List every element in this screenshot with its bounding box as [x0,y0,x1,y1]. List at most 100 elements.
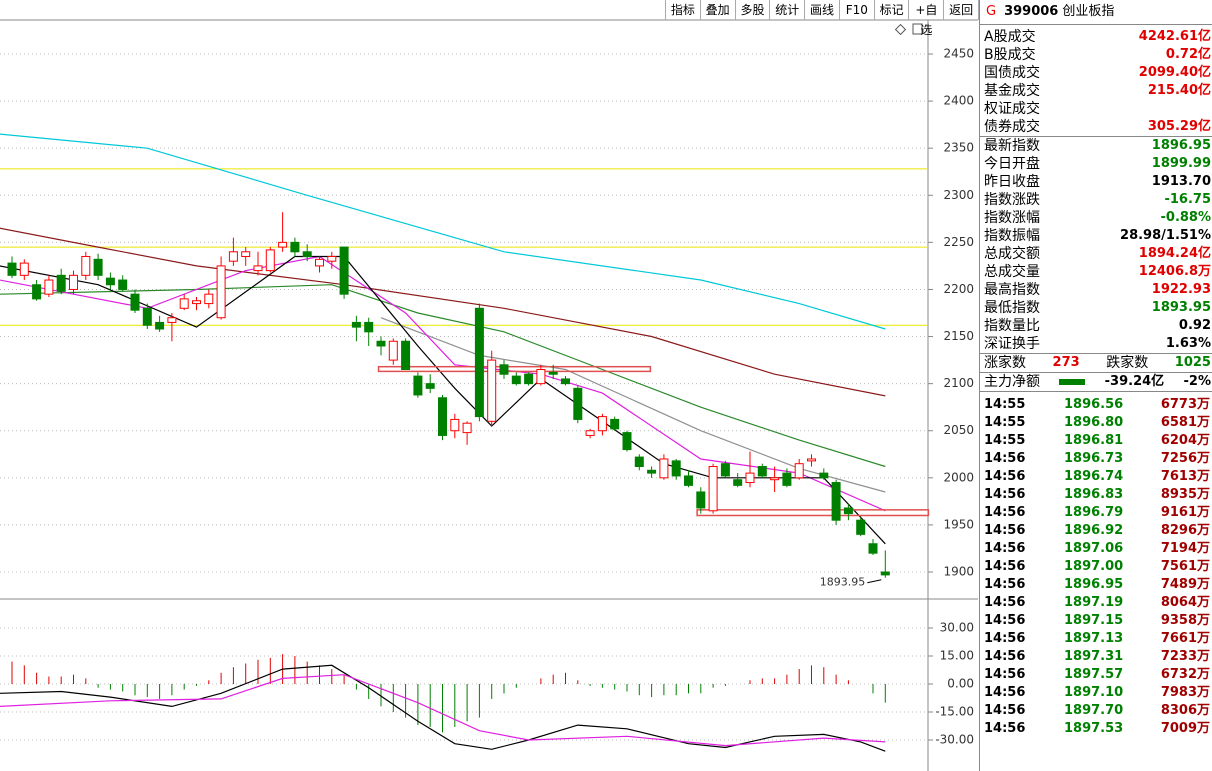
candle-body [105,277,115,286]
candle-body [142,307,152,326]
info-value: 1893.95 [1151,300,1211,315]
toolbar-button[interactable]: 返回 [944,0,980,20]
info-label: 总成交量 [984,264,1040,280]
moving-average [0,133,886,330]
tick-time: 14:56 [984,649,1026,664]
candle-body [179,298,189,309]
tick-time: 14:56 [984,559,1026,574]
info-value: 1913.70 [1151,174,1211,189]
tick-price: 1896.73 [1064,451,1124,466]
tick-row: 14:55 1896.80 6581万 [980,414,1212,432]
info-value: 0.92 [1178,318,1211,333]
y-tick-label: 2400 [943,94,974,108]
info-label: 指数涨跌 [984,192,1040,208]
tick-volume: 7256万 [1160,451,1210,466]
tick-volume: 7613万 [1160,469,1210,484]
tick-time: 14:56 [984,703,1026,718]
candle-body [487,359,497,422]
candle-body [499,364,509,375]
flag: G [986,4,997,19]
tick-time: 14:56 [984,595,1026,610]
toolbar-button[interactable]: 叠加 [701,0,736,20]
down-label: 跌家数 [1106,355,1149,371]
candle-body [19,262,29,276]
toolbar-button[interactable]: 统计 [770,0,806,20]
candle-body [868,543,878,554]
candle-body [241,251,251,257]
tick-row: 14:55 1896.56 6773万 [980,396,1212,414]
toolbar-button[interactable]: 画线 [805,0,840,20]
main-flow-value: -39.24亿 [1104,374,1165,389]
candle-body [757,466,767,477]
toolbar-button[interactable]: F10 [840,0,875,20]
chart-area: 1900 1950 2000 2050 2100 2150 2200 2250 2300 2350… [0,19,978,771]
y-tick-label: 2150 [943,329,974,343]
candle-body [339,246,349,295]
tick-price: 1897.31 [1064,649,1124,664]
info-value: 2099.40亿 [1138,65,1211,80]
down-count: 1025 [1174,355,1211,370]
tick-volume: 8306万 [1160,703,1210,718]
info-row: 指数量比 0.92 [980,317,1212,335]
tick-row: 14:56 1896.95 7489万 [980,576,1212,594]
candle-body [733,479,743,486]
candle-body [401,340,411,371]
tick-price: 1897.06 [1064,541,1124,556]
tick-volume: 6732万 [1160,667,1210,682]
tick-row: 14:56 1897.15 9358万 [980,612,1212,630]
tick-price: 1897.57 [1064,667,1124,682]
tick-price: 1896.83 [1064,487,1124,502]
candle-body [130,293,140,311]
quote-header: G 399006 创业板指 [980,0,1212,25]
info-label: 深证换手 [984,336,1040,352]
candle-body [438,397,447,436]
icon-diamond[interactable] [894,23,907,36]
tick-time: 14:56 [984,667,1026,682]
y-tick-label: 1950 [943,517,974,531]
info-value: 1899.99 [1151,156,1211,171]
toolbar-button[interactable]: +自选 [909,0,945,37]
tick-time: 14:55 [984,397,1026,412]
candle-body [622,432,632,451]
tick-row: 14:56 1896.74 7613万 [980,468,1212,486]
tick-time: 14:56 [984,505,1026,520]
candle-body [351,321,361,328]
y-tick-label: 2300 [943,188,974,202]
tick-time: 14:56 [984,721,1026,736]
tick-price: 1897.10 [1064,685,1124,700]
tick-time: 14:56 [984,631,1026,646]
info-row: 国债成交 2099.40亿 [980,64,1212,82]
moving-average [0,255,886,512]
toolbar-button[interactable]: 标记 [875,0,910,20]
info-value: 28.98/1.51% [1120,228,1211,243]
candle-body [474,307,484,418]
tick-volume: 8064万 [1160,595,1210,610]
y-tick-label: 30.00 [940,621,974,635]
tick-volume: 7983万 [1160,685,1210,700]
tick-time: 14:56 [984,613,1026,628]
info-value: -16.75 [1164,192,1211,207]
tick-volume: 7561万 [1160,559,1210,574]
toolbar-button[interactable]: 指标 [666,0,701,20]
tick-price: 1897.19 [1064,595,1124,610]
info-label: 昨日收盘 [984,174,1040,190]
info-row: 基金成交 215.40亿 [980,82,1212,100]
candle-body [831,482,841,521]
macd-line [0,674,886,747]
info-row: 今日开盘 1899.99 [980,155,1212,173]
tick-row: 14:56 1897.53 7009万 [980,720,1212,738]
y-tick-label: 2000 [943,470,974,484]
y-tick-label: 2200 [943,282,974,296]
moving-average [0,227,886,397]
candle-body [634,456,644,468]
y-tick-label: 2450 [943,47,974,61]
y-tick-label: 0.00 [947,677,974,691]
candle-body [462,422,472,434]
icon-panel[interactable] [912,23,923,35]
candle-body [524,373,534,385]
toolbar-button[interactable]: 多股 [736,0,771,20]
y-tick-label: 2050 [943,423,974,437]
tick-row: 14:56 1897.13 7661万 [980,630,1212,648]
tick-row: 14:56 1897.06 7194万 [980,540,1212,558]
candle-body [843,507,853,515]
